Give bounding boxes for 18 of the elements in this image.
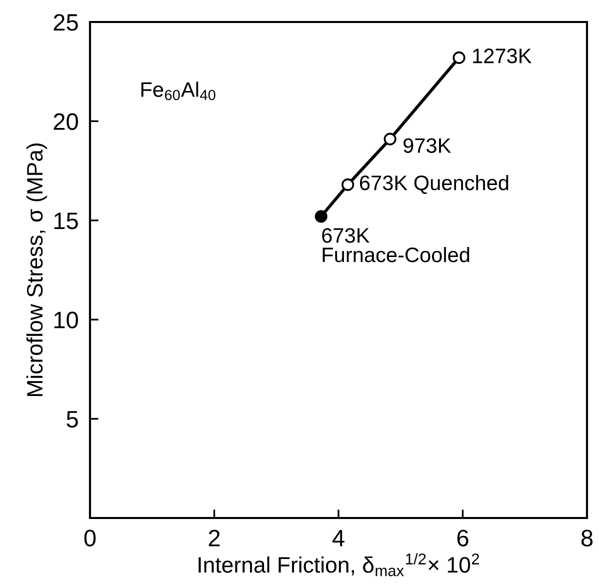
y-tick-label: 5: [66, 411, 78, 428]
x-axis-title: Internal Friction, δ$_{max}$$^{1/2}$× 10$^{2}$: [198, 553, 480, 576]
annotation: Fe$_{60}$Al$_{40}$: [141, 82, 216, 100]
y-tick-label: 20: [54, 113, 78, 130]
y-tick-label: 10: [54, 312, 78, 328]
x-tick-label: 4: [332, 530, 344, 546]
x-tick-label: 8: [581, 530, 593, 546]
y-tick-label: 15: [54, 212, 78, 230]
annotation: 673K Furnace-Cooled: [322, 228, 470, 262]
x-tick-label: 6: [457, 530, 468, 546]
annotation: 673K Quenched: [360, 174, 508, 194]
point: [314, 210, 328, 223]
annotation: 1273K: [473, 48, 532, 64]
y-tick-label: 25: [54, 14, 78, 31]
x-tick-label: 0: [84, 530, 96, 546]
x-tick-label: 2: [208, 530, 220, 546]
annotation: 973K: [404, 138, 451, 153]
y-axis-title: Microflow Stress, σ (MPa): [26, 144, 48, 396]
